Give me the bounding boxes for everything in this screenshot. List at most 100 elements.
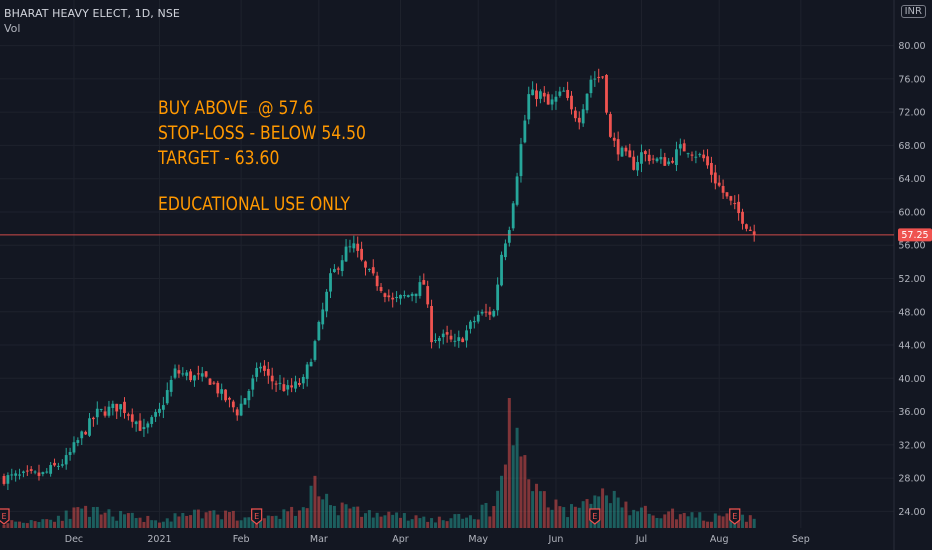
volume-bar (465, 517, 469, 528)
candle-body (472, 320, 476, 323)
candle-body (173, 368, 177, 378)
volume-bar (639, 507, 643, 528)
candle-body (573, 110, 577, 119)
symbol-title[interactable]: BHARAT HEAVY ELECT, 1D, NSE (4, 7, 180, 20)
candle-body (717, 182, 721, 186)
candle-body (290, 385, 294, 388)
volume-layer (2, 398, 756, 528)
candle-body (441, 333, 445, 338)
candle-body (181, 373, 185, 375)
volume-bar (449, 518, 453, 528)
volume-bar (227, 512, 231, 528)
grid-layer (0, 0, 895, 550)
candle-body (352, 243, 356, 249)
volume-bar (25, 523, 29, 528)
volume-bar (698, 512, 702, 528)
candle-body (550, 99, 554, 105)
volume-bar (14, 521, 18, 528)
volume-bar (119, 510, 123, 528)
price-axis[interactable]: 24.00 28.00 32.00 36.00 40.00 44.00 48.00 52.00… (898, 41, 925, 518)
volume-bar (379, 516, 383, 528)
candle-body (504, 243, 507, 258)
candle-body (752, 231, 756, 235)
volume-bar (441, 520, 445, 528)
volume-bar (616, 497, 620, 528)
volume-bar (363, 513, 367, 528)
volume-bar (667, 511, 671, 528)
volume-bar (624, 501, 628, 528)
volume-indicator-label[interactable]: Vol (4, 22, 21, 35)
candle-body (706, 156, 709, 166)
candle-body (356, 243, 360, 251)
volume-bar (519, 456, 523, 528)
volume-bar (173, 513, 177, 528)
candle-body (527, 94, 531, 120)
candle-body (402, 295, 406, 297)
candle-body (68, 452, 72, 455)
time-axis[interactable]: Dec 2021 Feb Mar Apr May Jun Jul Aug Sep (65, 534, 810, 545)
candle-body (344, 246, 348, 262)
volume-bar (488, 516, 492, 528)
volume-bar (620, 507, 624, 528)
volume-bar (53, 521, 57, 528)
volume-bar (360, 516, 364, 528)
y-tick-label: 52.00 (898, 274, 925, 285)
candle-body (741, 211, 744, 224)
earnings-marker-label: E (254, 512, 259, 521)
volume-bar (694, 517, 698, 528)
candle-body (430, 305, 433, 343)
volume-bar (6, 523, 10, 528)
candle-body (418, 282, 422, 296)
candle-body (496, 284, 500, 311)
y-tick-label: 64.00 (898, 174, 925, 185)
x-tick-label: Mar (310, 534, 328, 545)
volume-bar (461, 518, 465, 528)
candle-body (511, 203, 515, 229)
candle-body (671, 160, 674, 163)
candle-body (659, 157, 663, 160)
candle-body (636, 162, 639, 171)
candle-body (562, 90, 566, 92)
candle-body (694, 156, 698, 158)
volume-bar (220, 519, 224, 528)
candle-body (406, 295, 410, 297)
volume-bar (398, 517, 402, 528)
candle-body (33, 471, 37, 473)
candle-body (6, 475, 10, 484)
candle-body (667, 161, 671, 165)
candle-body (465, 330, 468, 341)
volume-bar (231, 510, 235, 528)
volume-bar (336, 515, 340, 528)
candle-body (678, 144, 682, 149)
volume-bar (68, 518, 72, 528)
volume-bar (45, 519, 49, 528)
candle-body (445, 332, 449, 335)
volume-bar (29, 520, 33, 528)
volume-bar (107, 509, 111, 528)
candle-body (329, 273, 332, 292)
candle-body (72, 442, 76, 453)
candle-body (228, 397, 231, 400)
candle-body (643, 151, 647, 155)
volume-bar (713, 513, 717, 528)
volume-bar (437, 516, 441, 528)
volume-bar (130, 512, 134, 528)
volume-bar (286, 511, 290, 528)
volume-bar (196, 509, 200, 528)
candle-body (53, 462, 56, 466)
volume-bar (706, 521, 710, 528)
volume-bar (395, 512, 399, 528)
volume-bar (721, 516, 725, 528)
volume-bar (10, 520, 14, 528)
candle-body (601, 76, 604, 78)
currency-badge[interactable]: INR (900, 5, 926, 18)
candle-body (29, 469, 33, 471)
volume-bar (138, 517, 142, 528)
candle-body (134, 421, 138, 425)
volume-bar (433, 522, 437, 528)
volume-bar (60, 520, 64, 528)
volume-bar (457, 513, 461, 528)
y-tick-label: 48.00 (898, 307, 925, 318)
